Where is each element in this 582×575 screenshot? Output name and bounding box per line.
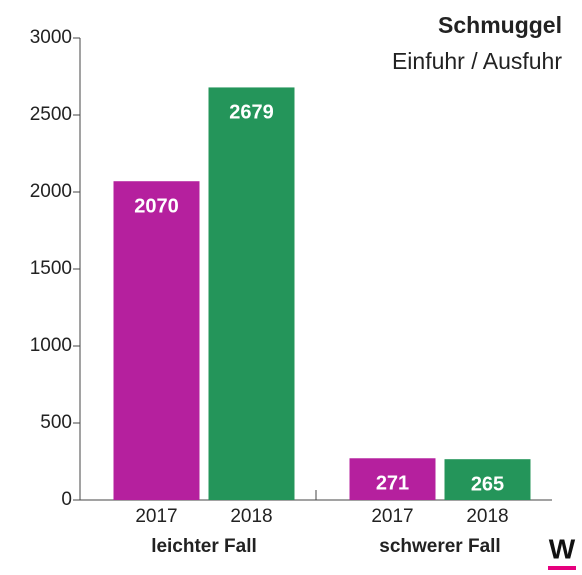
bar <box>444 459 531 500</box>
y-tick-label: 0 <box>61 489 72 510</box>
bar <box>208 87 295 501</box>
value-label: 265 <box>471 473 504 495</box>
logo: W <box>549 533 576 564</box>
series-label: 2018 <box>466 506 508 527</box>
value-label: 2070 <box>134 196 179 218</box>
y-tick-label: 2000 <box>30 181 72 202</box>
y-tick-label: 1000 <box>30 335 72 356</box>
y-tick-label: 2500 <box>30 104 72 125</box>
chart-subtitle: Einfuhr / Ausfuhr <box>392 48 562 74</box>
logo-underline <box>548 566 576 570</box>
chart-title: Schmuggel <box>438 12 562 38</box>
y-tick-label: 1500 <box>30 258 72 279</box>
value-label: 2679 <box>229 102 274 124</box>
series-label: 2018 <box>230 506 272 527</box>
bar <box>349 458 436 500</box>
category-label: leichter Fall <box>151 536 257 557</box>
y-tick-label: 500 <box>40 412 72 433</box>
value-label: 271 <box>376 473 409 495</box>
y-tick-label: 3000 <box>30 27 72 48</box>
bar <box>113 181 200 500</box>
category-label: schwerer Fall <box>379 536 500 557</box>
series-label: 2017 <box>135 506 177 527</box>
series-label: 2017 <box>371 506 413 527</box>
